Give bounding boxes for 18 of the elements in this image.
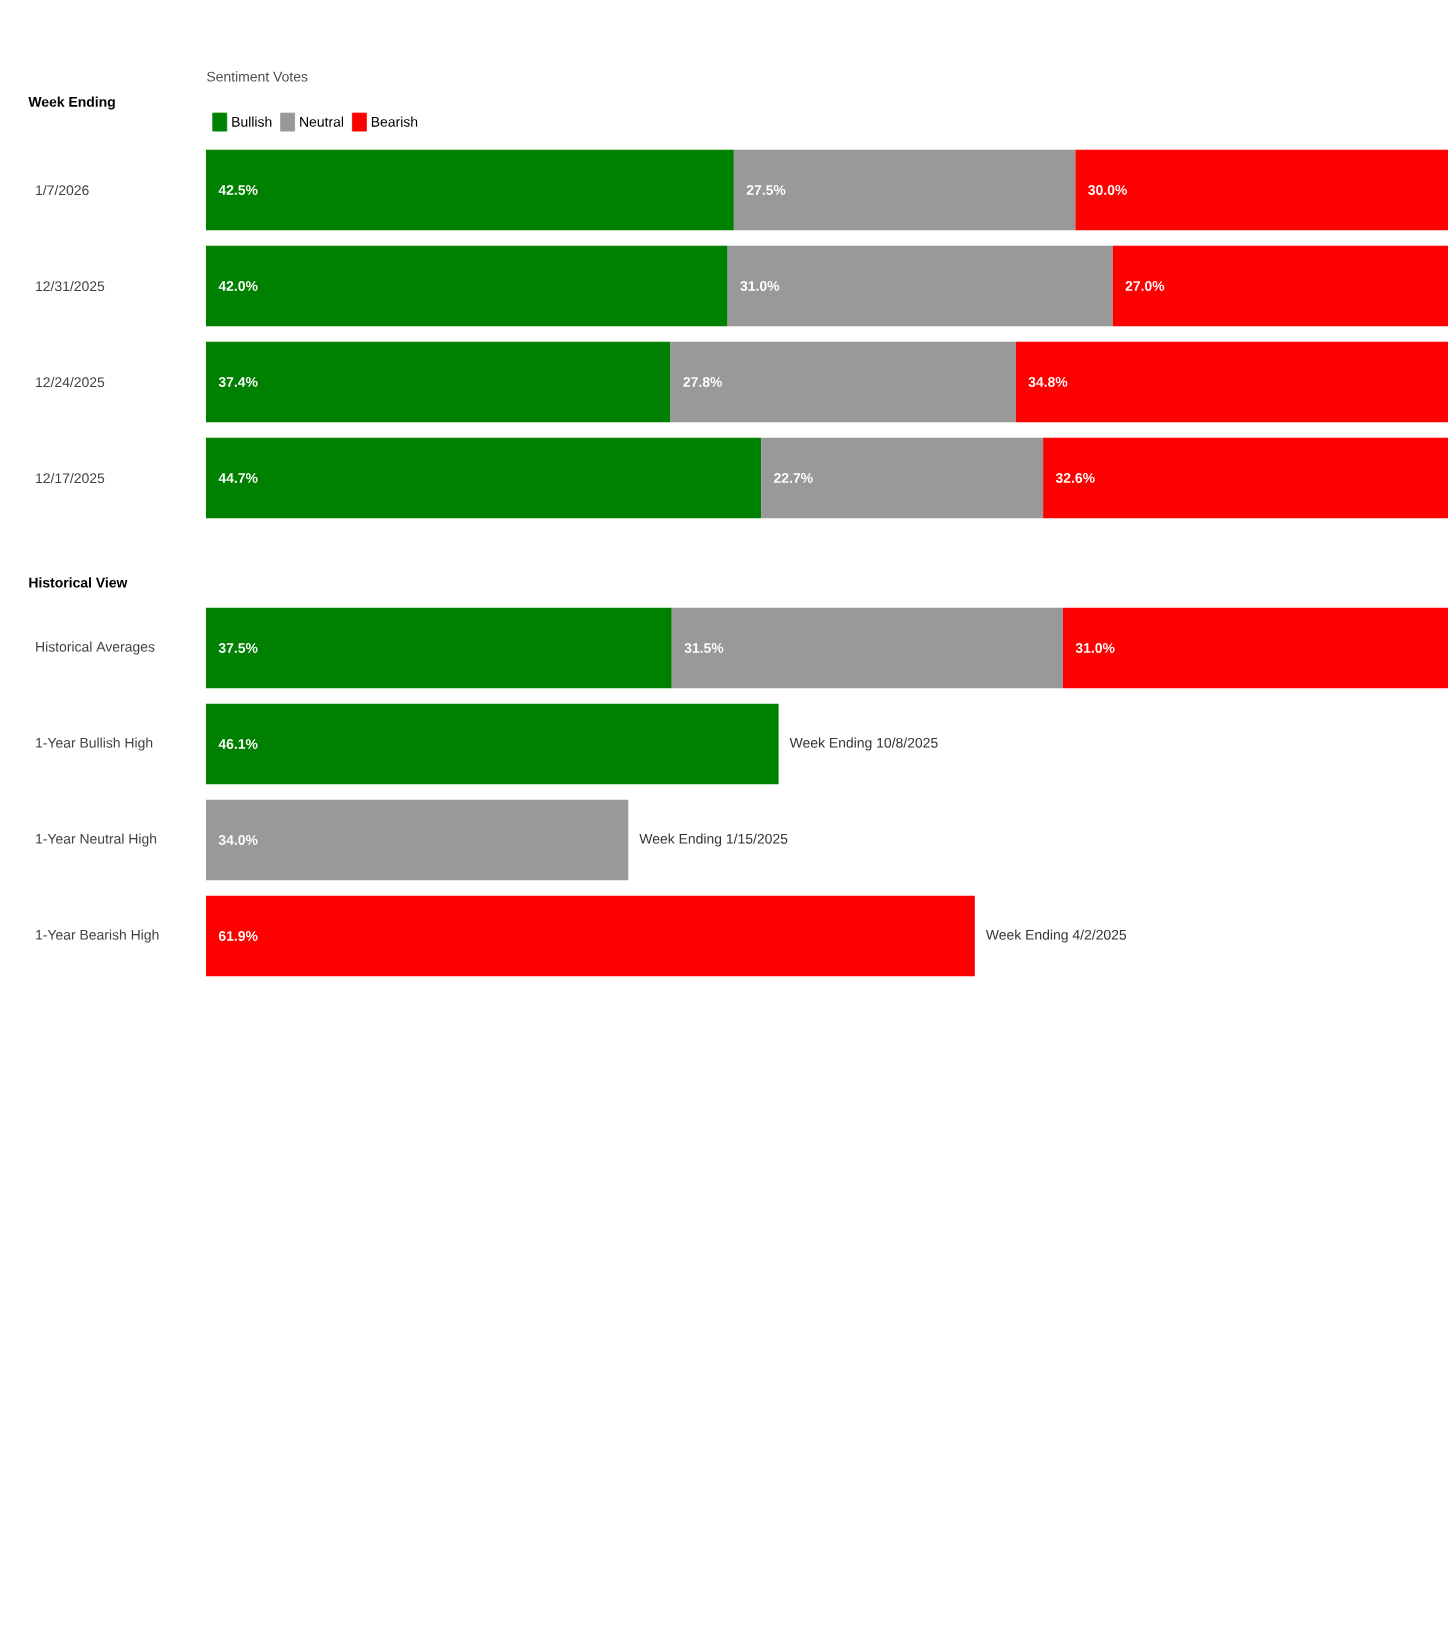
bar: [1015, 341, 1448, 423]
bar: [670, 341, 1016, 423]
bar: [727, 245, 1113, 327]
bar: [206, 799, 629, 881]
bar: [206, 245, 728, 327]
bar: [1112, 245, 1448, 327]
bar: [206, 341, 671, 423]
bar: [733, 149, 1076, 231]
bar: [206, 703, 779, 785]
bar: [206, 895, 975, 977]
bar: [1062, 607, 1448, 689]
bar: [1043, 437, 1448, 519]
bar: [1075, 149, 1448, 231]
bar: [671, 607, 1063, 689]
bar: [206, 149, 734, 231]
bar: [206, 437, 762, 519]
bar: [761, 437, 1044, 519]
bar: [206, 607, 672, 689]
